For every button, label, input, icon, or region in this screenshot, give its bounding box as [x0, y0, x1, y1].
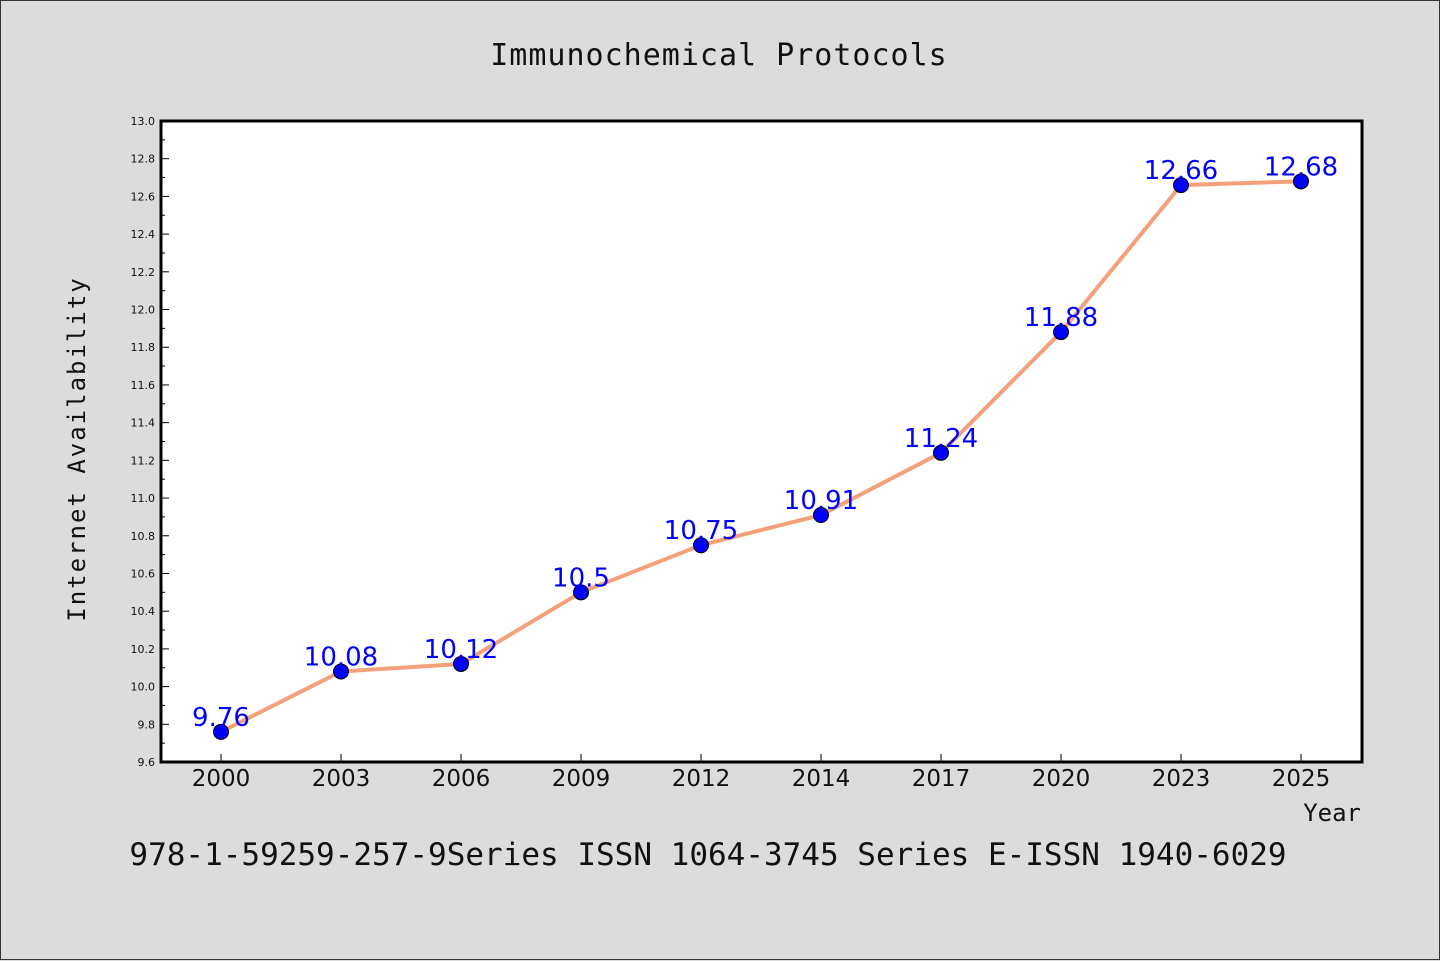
data-label: 11.24: [904, 424, 978, 454]
plot-area: [159, 119, 1364, 764]
y-tick-label: 10.8: [131, 530, 156, 543]
y-tick-label: 12.8: [131, 153, 156, 166]
data-label: 9.76: [192, 703, 250, 733]
x-axis-label: Year: [1303, 799, 1361, 827]
x-axis: 2000 2003 2006 2009 2012 2014 2017 2020 2023 2025: [192, 754, 1331, 792]
data-label: 10.08: [304, 643, 378, 673]
data-point-marker: [333, 663, 349, 680]
data-point-marker: [813, 507, 829, 524]
data-point-marker: [1053, 324, 1069, 341]
x-tick-label: 2009: [552, 766, 611, 792]
x-tick-label: 2003: [312, 766, 371, 792]
y-tick-label: 11.2: [131, 454, 156, 467]
data-point-marker: [933, 444, 949, 461]
y-tick-label: 10.6: [131, 567, 156, 580]
series-group: 9.76 10.08 10.12 10.5 10.75 10.91 11.24 11.88 12…: [192, 152, 1338, 740]
x-tick-label: 2020: [1032, 766, 1091, 792]
y-tick-label: 12.6: [131, 190, 156, 203]
x-tick-label: 2025: [1272, 766, 1331, 792]
y-tick-label: 11.0: [131, 492, 156, 505]
data-label: 10.5: [552, 563, 610, 593]
data-point-marker: [1293, 173, 1309, 190]
footer-isbn-issn: 978-1-59259-257-9Series ISSN 1064-3745 S…: [129, 837, 1286, 873]
data-point-marker: [213, 723, 229, 740]
data-label: 12.68: [1264, 152, 1338, 182]
x-tick-label: 2012: [672, 766, 731, 792]
y-tick-label: 10.0: [131, 681, 156, 694]
data-label: 12.66: [1144, 156, 1218, 186]
data-label: 11.88: [1024, 303, 1098, 333]
x-tick-label: 2014: [792, 766, 851, 792]
data-label: 10.75: [664, 516, 738, 546]
series-line: [219, 179, 1303, 734]
x-tick-label: 2023: [1152, 766, 1211, 792]
data-point-marker: [453, 655, 469, 672]
chart-title: Immunochemical Protocols: [490, 38, 947, 73]
data-point-marker: [693, 537, 709, 554]
y-tick-label: 11.8: [131, 341, 156, 354]
y-tick-label: 12.4: [131, 228, 156, 241]
y-tick-label: 9.8: [138, 718, 156, 731]
data-point-marker: [573, 584, 589, 601]
y-tick-label: 11.4: [131, 417, 156, 430]
y-axis: 9.6 9.8 10.0 10.2 10.4 10.6 10.8 11.0 11.2 11.4 11…: [131, 115, 169, 769]
data-label: 10.12: [424, 635, 498, 665]
x-tick-label: 2017: [912, 766, 971, 792]
y-tick-label: 9.6: [138, 756, 156, 769]
y-tick-label: 13.0: [131, 115, 156, 128]
y-axis-label: Internet Availability: [63, 276, 91, 621]
x-tick-label: 2006: [432, 766, 491, 792]
data-point-marker: [1173, 177, 1189, 194]
y-tick-label: 10.2: [131, 643, 156, 656]
x-tick-label: 2000: [192, 766, 251, 792]
y-tick-label: 11.6: [131, 379, 156, 392]
data-label: 10.91: [784, 486, 858, 516]
y-tick-label: 10.4: [131, 605, 156, 618]
y-tick-label: 12.2: [131, 266, 156, 279]
y-tick-label: 12.0: [131, 304, 156, 317]
